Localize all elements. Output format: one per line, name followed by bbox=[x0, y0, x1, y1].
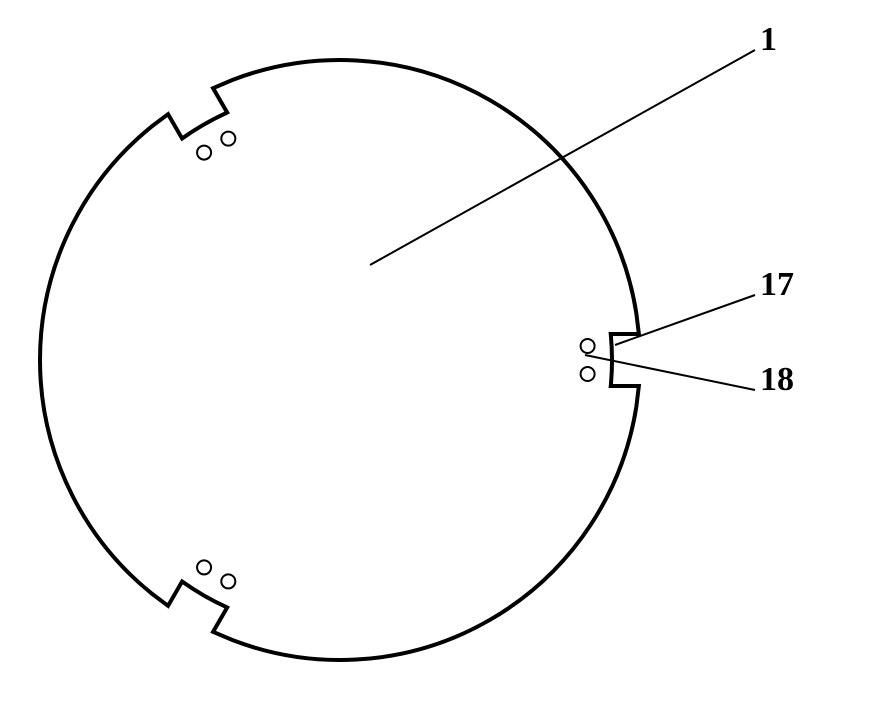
label-18: 18 bbox=[760, 361, 794, 399]
mounting-hole bbox=[221, 132, 235, 146]
label-1: 1 bbox=[760, 21, 777, 59]
leader-l1 bbox=[370, 50, 755, 265]
disc-outline bbox=[40, 60, 639, 660]
mounting-hole bbox=[581, 339, 595, 353]
mounting-hole bbox=[581, 367, 595, 381]
label-17: 17 bbox=[760, 266, 794, 304]
mounting-hole bbox=[221, 574, 235, 588]
mounting-hole bbox=[197, 146, 211, 160]
mounting-hole bbox=[197, 560, 211, 574]
diagram-svg bbox=[0, 0, 889, 701]
